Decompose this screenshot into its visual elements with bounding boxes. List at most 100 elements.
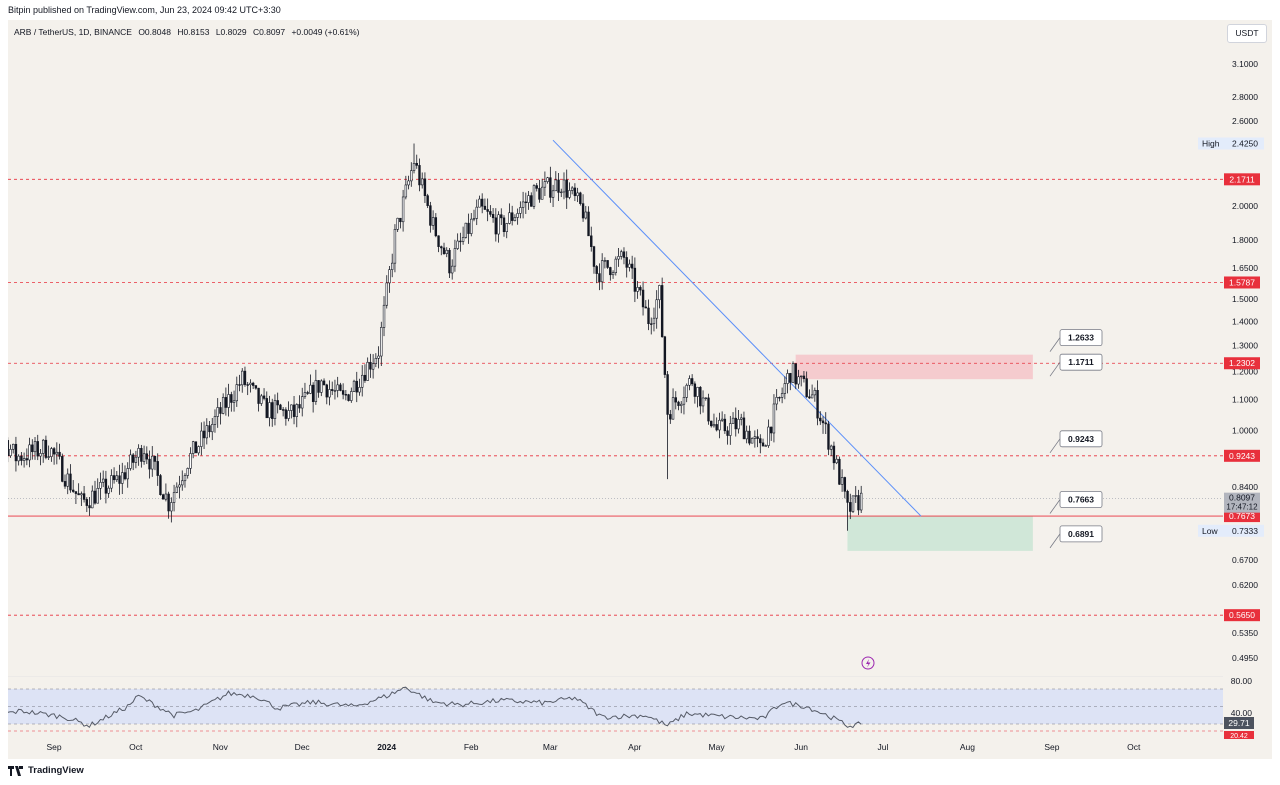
candle[interactable] <box>148 458 151 470</box>
candle[interactable] <box>459 240 462 243</box>
candle[interactable] <box>311 384 315 402</box>
candle[interactable] <box>232 400 236 403</box>
candle[interactable] <box>339 384 342 391</box>
candle[interactable] <box>483 205 487 210</box>
candle[interactable] <box>110 475 113 489</box>
candle[interactable] <box>674 397 677 403</box>
candle[interactable] <box>374 358 378 364</box>
symbol-name[interactable]: ARB / TetherUS, 1D, BINANCE <box>14 27 132 37</box>
candle[interactable] <box>671 397 675 420</box>
candle[interactable] <box>742 417 746 440</box>
candle[interactable] <box>80 493 83 496</box>
candle[interactable] <box>688 378 691 386</box>
candle[interactable] <box>396 217 399 230</box>
candle[interactable] <box>816 390 819 419</box>
candle[interactable] <box>693 383 697 397</box>
candle[interactable] <box>712 424 716 427</box>
candle[interactable] <box>238 384 241 386</box>
candle[interactable] <box>366 361 369 381</box>
candle[interactable] <box>565 179 568 198</box>
candle[interactable] <box>611 272 615 276</box>
candle[interactable] <box>104 478 108 494</box>
candle[interactable] <box>546 177 549 182</box>
candle[interactable] <box>200 430 203 447</box>
candle[interactable] <box>333 390 337 392</box>
candle[interactable] <box>666 374 669 415</box>
candle[interactable] <box>568 190 571 198</box>
candle[interactable] <box>69 473 72 491</box>
candle[interactable] <box>720 418 724 421</box>
candle[interactable] <box>513 217 517 221</box>
candle[interactable] <box>475 206 478 219</box>
candle[interactable] <box>560 191 563 194</box>
alert-icon[interactable] <box>861 656 875 670</box>
candle[interactable] <box>369 361 372 370</box>
candle[interactable] <box>650 323 653 325</box>
candle[interactable] <box>704 397 707 400</box>
candle[interactable] <box>647 307 650 325</box>
candle[interactable] <box>55 451 59 455</box>
candle[interactable] <box>170 502 173 512</box>
candle[interactable] <box>134 456 138 463</box>
candle[interactable] <box>497 214 500 235</box>
candle[interactable] <box>131 454 135 463</box>
candle[interactable] <box>189 453 192 469</box>
candle[interactable] <box>71 489 75 492</box>
candle[interactable] <box>502 217 506 233</box>
candle[interactable] <box>82 493 86 500</box>
candle[interactable] <box>358 387 361 393</box>
candle[interactable] <box>797 376 800 385</box>
candle[interactable] <box>399 217 402 223</box>
candle[interactable] <box>352 380 356 392</box>
callout-box[interactable] <box>1059 430 1103 448</box>
candle[interactable] <box>107 487 110 494</box>
candle[interactable] <box>241 370 244 386</box>
candle[interactable] <box>145 453 149 460</box>
candle[interactable] <box>723 418 727 432</box>
candle[interactable] <box>380 327 383 357</box>
candle[interactable] <box>543 181 547 188</box>
candle[interactable] <box>202 430 206 439</box>
candle[interactable] <box>344 394 348 396</box>
candle[interactable] <box>617 256 620 260</box>
candle[interactable] <box>388 269 391 284</box>
candle[interactable] <box>331 389 334 391</box>
candle[interactable] <box>464 222 468 238</box>
candle[interactable] <box>317 380 320 393</box>
candle[interactable] <box>66 473 69 487</box>
candle[interactable] <box>783 383 787 394</box>
candle[interactable] <box>775 396 778 405</box>
candle[interactable] <box>12 443 15 450</box>
candle[interactable] <box>347 394 350 401</box>
candle[interactable] <box>371 363 375 370</box>
candle[interactable] <box>99 481 102 489</box>
candle[interactable] <box>153 455 157 462</box>
candle[interactable] <box>17 455 20 462</box>
candle[interactable] <box>401 196 405 223</box>
candle[interactable] <box>726 430 729 436</box>
candle[interactable] <box>298 404 301 409</box>
candle[interactable] <box>489 211 492 215</box>
candle[interactable] <box>271 402 274 419</box>
candle[interactable] <box>235 384 238 402</box>
tradingview-logo[interactable]: TradingView <box>8 765 84 776</box>
candle[interactable] <box>39 453 42 457</box>
callout-box[interactable] <box>1059 491 1103 508</box>
rsi-line[interactable] <box>0 686 862 729</box>
candle[interactable] <box>614 258 617 274</box>
candle[interactable] <box>764 445 767 447</box>
candle[interactable] <box>622 251 626 258</box>
candle[interactable] <box>756 436 759 439</box>
candle[interactable] <box>391 262 394 270</box>
candle[interactable] <box>410 170 413 182</box>
trendline[interactable] <box>552 139 922 517</box>
candle[interactable] <box>208 425 211 433</box>
candle[interactable] <box>164 493 168 500</box>
candle[interactable] <box>652 317 656 325</box>
candle[interactable] <box>740 417 743 420</box>
candle[interactable] <box>699 386 702 407</box>
candle[interactable] <box>759 438 762 444</box>
candle[interactable] <box>494 217 498 235</box>
candle[interactable] <box>25 458 29 461</box>
candle[interactable] <box>644 306 647 309</box>
